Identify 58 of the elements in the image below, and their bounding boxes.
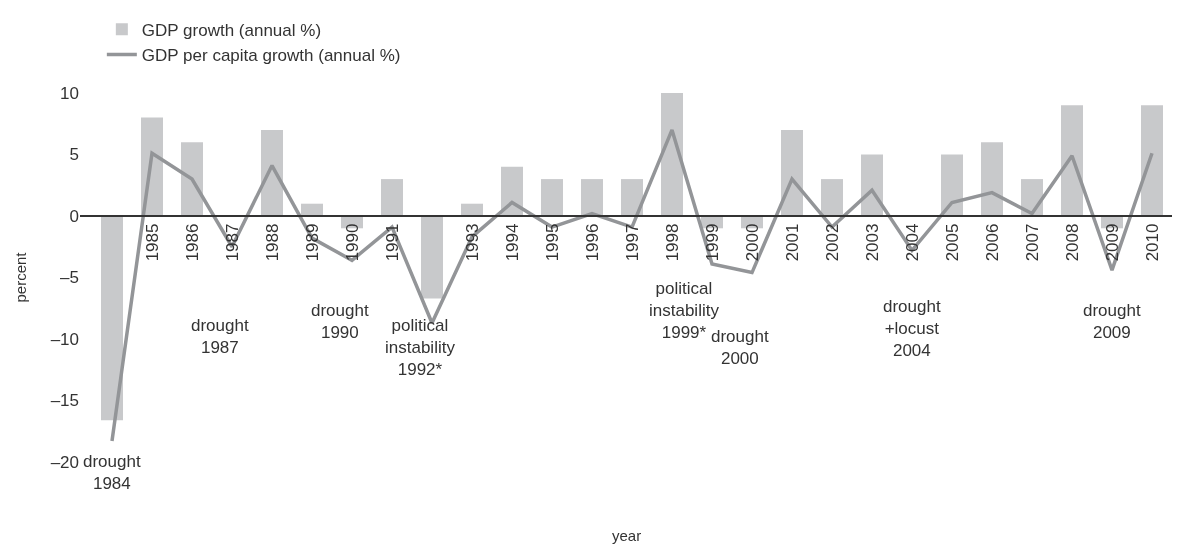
annotation: drought 1984	[83, 452, 141, 494]
x-tick-label: 1997	[622, 223, 642, 262]
y-tick-label: 5	[69, 145, 79, 165]
x-tick-label: 1989	[302, 223, 322, 262]
legend-label: GDP per capita growth (annual %)	[141, 46, 401, 66]
x-tick-label: 1988	[262, 223, 282, 262]
bar	[581, 179, 603, 216]
bar	[181, 142, 203, 216]
x-tick-label: 1993	[462, 223, 482, 262]
x-tick-label: 1985	[142, 223, 162, 262]
bar	[421, 216, 443, 299]
x-tick-label: 1987	[222, 223, 242, 262]
legend-label: GDP growth (annual %)	[141, 21, 322, 40]
x-tick-label: 2000	[742, 223, 762, 262]
y-tick-label: 10	[60, 83, 79, 103]
annotation: drought +locust 2004	[883, 297, 941, 361]
annotation: drought 1990	[311, 301, 369, 343]
x-tick-label: 2009	[1102, 223, 1122, 262]
x-tick-label: 2001	[782, 223, 802, 262]
x-tick-label: 2005	[942, 223, 962, 262]
annotation: political instability 1992*	[385, 316, 456, 380]
bar	[261, 129, 283, 216]
x-tick-label: 1994	[502, 223, 522, 262]
bar	[621, 179, 643, 216]
x-tick-label: 1996	[582, 223, 602, 262]
x-tick-label: 2006	[982, 223, 1002, 262]
bar	[781, 129, 803, 216]
bar	[821, 179, 843, 216]
x-tick-label: 1986	[182, 223, 202, 262]
y-axis-title: percent	[11, 251, 29, 303]
y-tick-label: –15	[50, 391, 79, 411]
x-tick-label: 1990	[342, 223, 362, 262]
annotation: drought 2009	[1083, 301, 1141, 343]
y-tick-label: –5	[60, 268, 79, 288]
x-tick-label: 1998	[662, 223, 682, 262]
x-tick-label: 2002	[822, 223, 842, 262]
bar	[941, 154, 963, 216]
x-tick-label: 2004	[902, 223, 922, 262]
annotation: drought 1987	[191, 316, 249, 358]
bar	[661, 93, 683, 216]
x-tick-label: 2008	[1062, 223, 1082, 262]
x-tick-label: 1995	[542, 223, 562, 262]
y-tick-label: 0	[69, 206, 79, 226]
y-tick-label: –20	[50, 452, 79, 472]
bar	[541, 179, 563, 216]
y-tick-label: –10	[50, 329, 79, 349]
x-tick-label: 2007	[1022, 223, 1042, 262]
bar	[1061, 105, 1083, 216]
bar	[381, 179, 403, 216]
x-tick-label: 2010	[1142, 223, 1162, 262]
x-tick-label: 2003	[862, 223, 882, 262]
annotation: drought 2000	[711, 327, 769, 369]
bar	[101, 216, 123, 421]
x-tick-label: 1999	[702, 223, 722, 262]
bar	[1141, 105, 1163, 216]
bar	[981, 142, 1003, 216]
x-axis-title: year	[612, 527, 642, 544]
x-tick-label: 1991	[382, 223, 402, 262]
